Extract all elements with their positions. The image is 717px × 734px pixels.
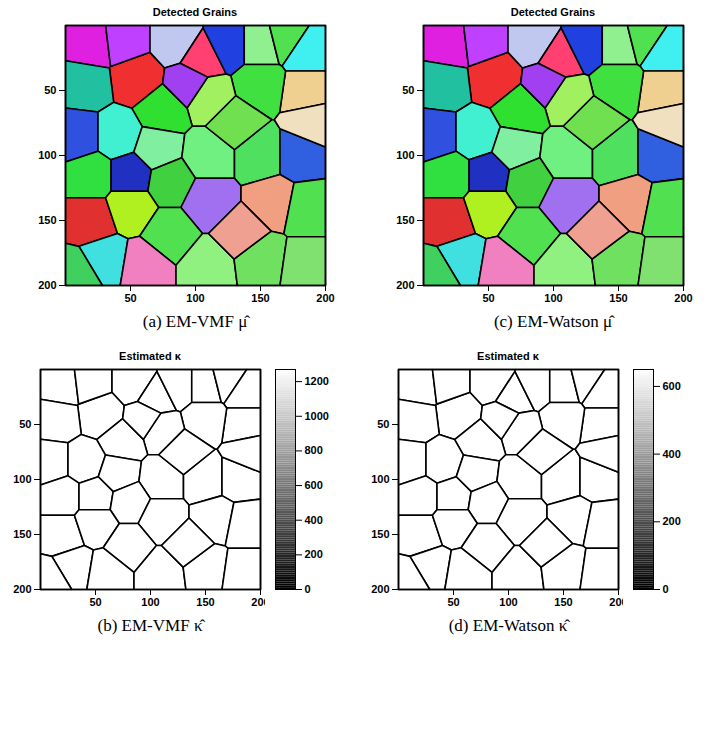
svg-text:200: 200 [396, 279, 414, 291]
svg-text:150: 150 [13, 528, 31, 540]
html-text:Estimated κ: Estimated κ [477, 350, 539, 362]
svg-text:50: 50 [89, 596, 101, 608]
svg-text:150: 150 [196, 596, 214, 608]
svg-text:150: 150 [38, 214, 56, 226]
svg-text:150: 150 [371, 528, 389, 540]
svg-text:50: 50 [19, 418, 31, 430]
svg-text:200: 200 [305, 548, 323, 560]
svg-text:200: 200 [13, 583, 31, 595]
svg-text:50: 50 [44, 84, 56, 96]
html-text:Estimated κ: Estimated κ [119, 350, 181, 362]
svg-text:50: 50 [377, 418, 389, 430]
svg-text:200: 200 [663, 515, 681, 527]
html-text:Detected Grains: Detected Grains [510, 6, 596, 18]
svg-text:50: 50 [124, 292, 136, 304]
svg-text:50: 50 [402, 84, 414, 96]
svg-text:150: 150 [554, 596, 572, 608]
svg-text:100: 100 [499, 596, 517, 608]
svg-text:100: 100 [371, 473, 389, 485]
html-text:(a) EM-VMF μ̂: (a) EM-VMF μ̂ [142, 312, 248, 331]
svg-text:100: 100 [38, 149, 56, 161]
svg-text:0: 0 [663, 583, 669, 595]
svg-text:150: 150 [609, 292, 627, 304]
svg-text:200: 200 [371, 583, 389, 595]
svg-text:50: 50 [447, 596, 459, 608]
html-text:(d) EM-Watson κ̂: (d) EM-Watson κ̂ [448, 616, 568, 635]
svg-text:200: 200 [251, 596, 270, 609]
svg-text:0: 0 [305, 583, 311, 595]
svg-text:100: 100 [141, 596, 159, 608]
svg-text:200: 200 [674, 292, 692, 304]
svg-text:100: 100 [186, 292, 204, 304]
svg-text:800: 800 [305, 444, 323, 456]
svg-text:1000: 1000 [305, 410, 329, 422]
svg-text:150: 150 [251, 292, 269, 304]
svg-text:200: 200 [609, 596, 628, 609]
html-text:(b) EM-VMF κ̂: (b) EM-VMF κ̂ [97, 616, 203, 635]
svg-text:600: 600 [663, 380, 681, 392]
html-text:Detected Grains: Detected Grains [152, 6, 238, 18]
svg-text:100: 100 [13, 473, 31, 485]
svg-text:200: 200 [38, 279, 56, 291]
svg-text:50: 50 [482, 292, 494, 304]
html-text:(c) EM-Watson μ̂: (c) EM-Watson μ̂ [493, 312, 613, 331]
svg-text:150: 150 [396, 214, 414, 226]
svg-text:100: 100 [396, 149, 414, 161]
svg-text:1200: 1200 [305, 375, 329, 387]
svg-text:200: 200 [316, 292, 334, 304]
svg-text:400: 400 [663, 448, 681, 460]
svg-text:100: 100 [544, 292, 562, 304]
svg-text:600: 600 [305, 479, 323, 491]
svg-text:400: 400 [305, 514, 323, 526]
